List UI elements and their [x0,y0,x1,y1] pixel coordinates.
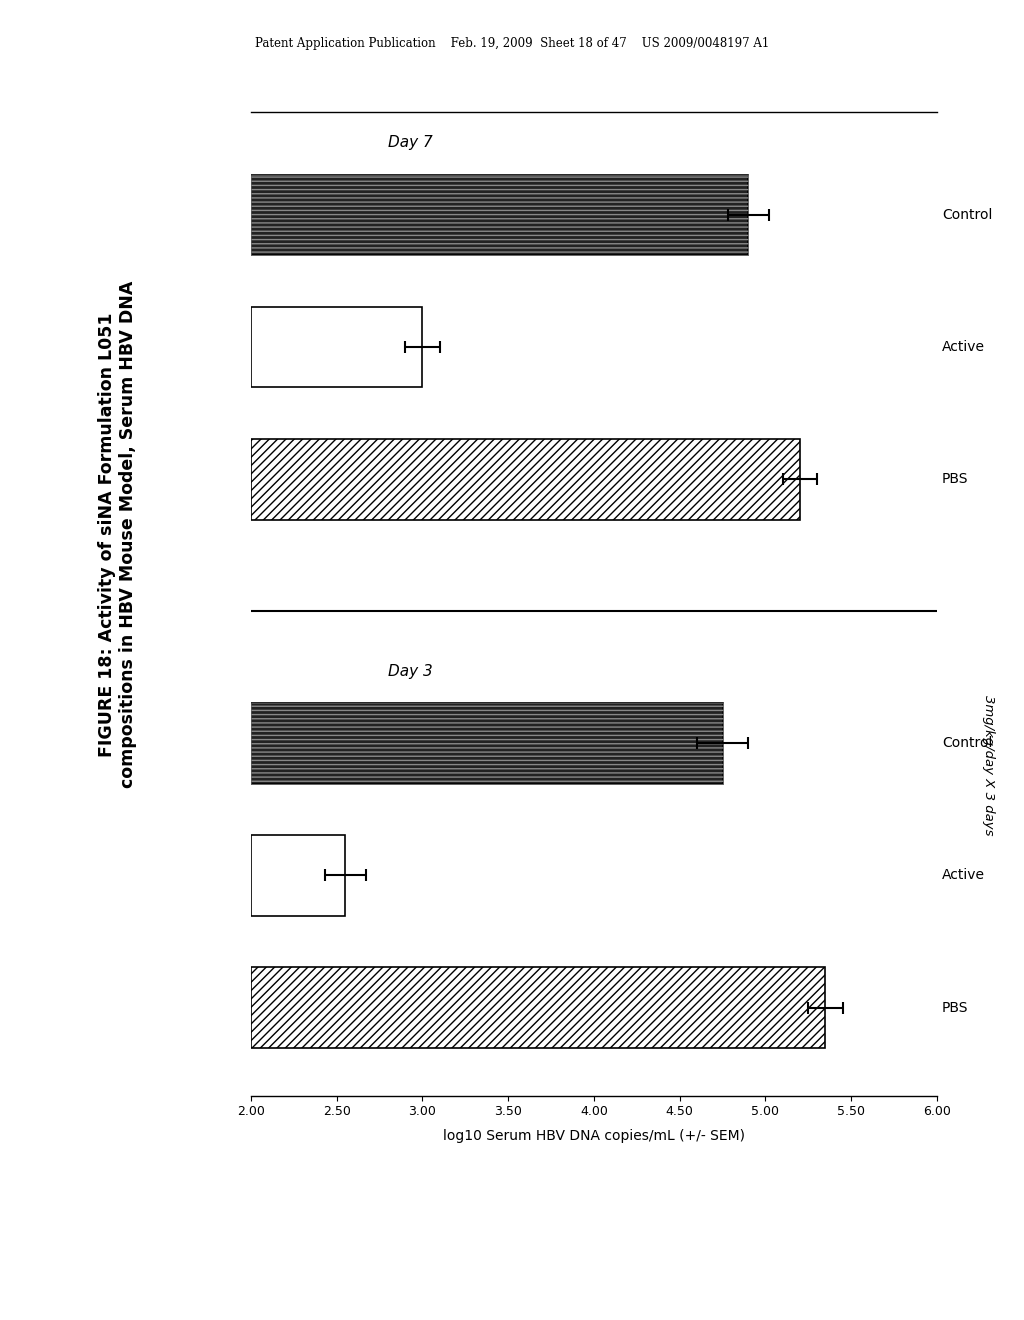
Text: Control: Control [942,737,992,750]
Text: Day 3: Day 3 [388,664,433,678]
Text: Control: Control [942,209,992,222]
Text: 3mg/kg/day X 3 days: 3mg/kg/day X 3 days [982,696,994,836]
Text: PBS: PBS [942,1001,969,1015]
Text: PBS: PBS [942,473,969,486]
Text: Active: Active [942,341,985,354]
Bar [251,704,723,784]
Text: Day 7: Day 7 [388,136,433,150]
Bar [251,306,422,387]
Text: FIGURE 18: Activity of siNA Formulation L051
compositions in HBV Mouse Model, Se: FIGURE 18: Activity of siNA Formulation … [98,281,137,788]
Bar [251,174,749,255]
Bar [251,438,800,520]
Text: Patent Application Publication    Feb. 19, 2009  Sheet 18 of 47    US 2009/00481: Patent Application Publication Feb. 19, … [255,37,769,50]
Text: Active: Active [942,869,985,883]
Bar [251,704,723,784]
X-axis label: log10 Serum HBV DNA copies/mL (+/- SEM): log10 Serum HBV DNA copies/mL (+/- SEM) [443,1130,744,1143]
Bar [251,968,825,1048]
Bar [251,174,749,255]
Bar [251,836,345,916]
